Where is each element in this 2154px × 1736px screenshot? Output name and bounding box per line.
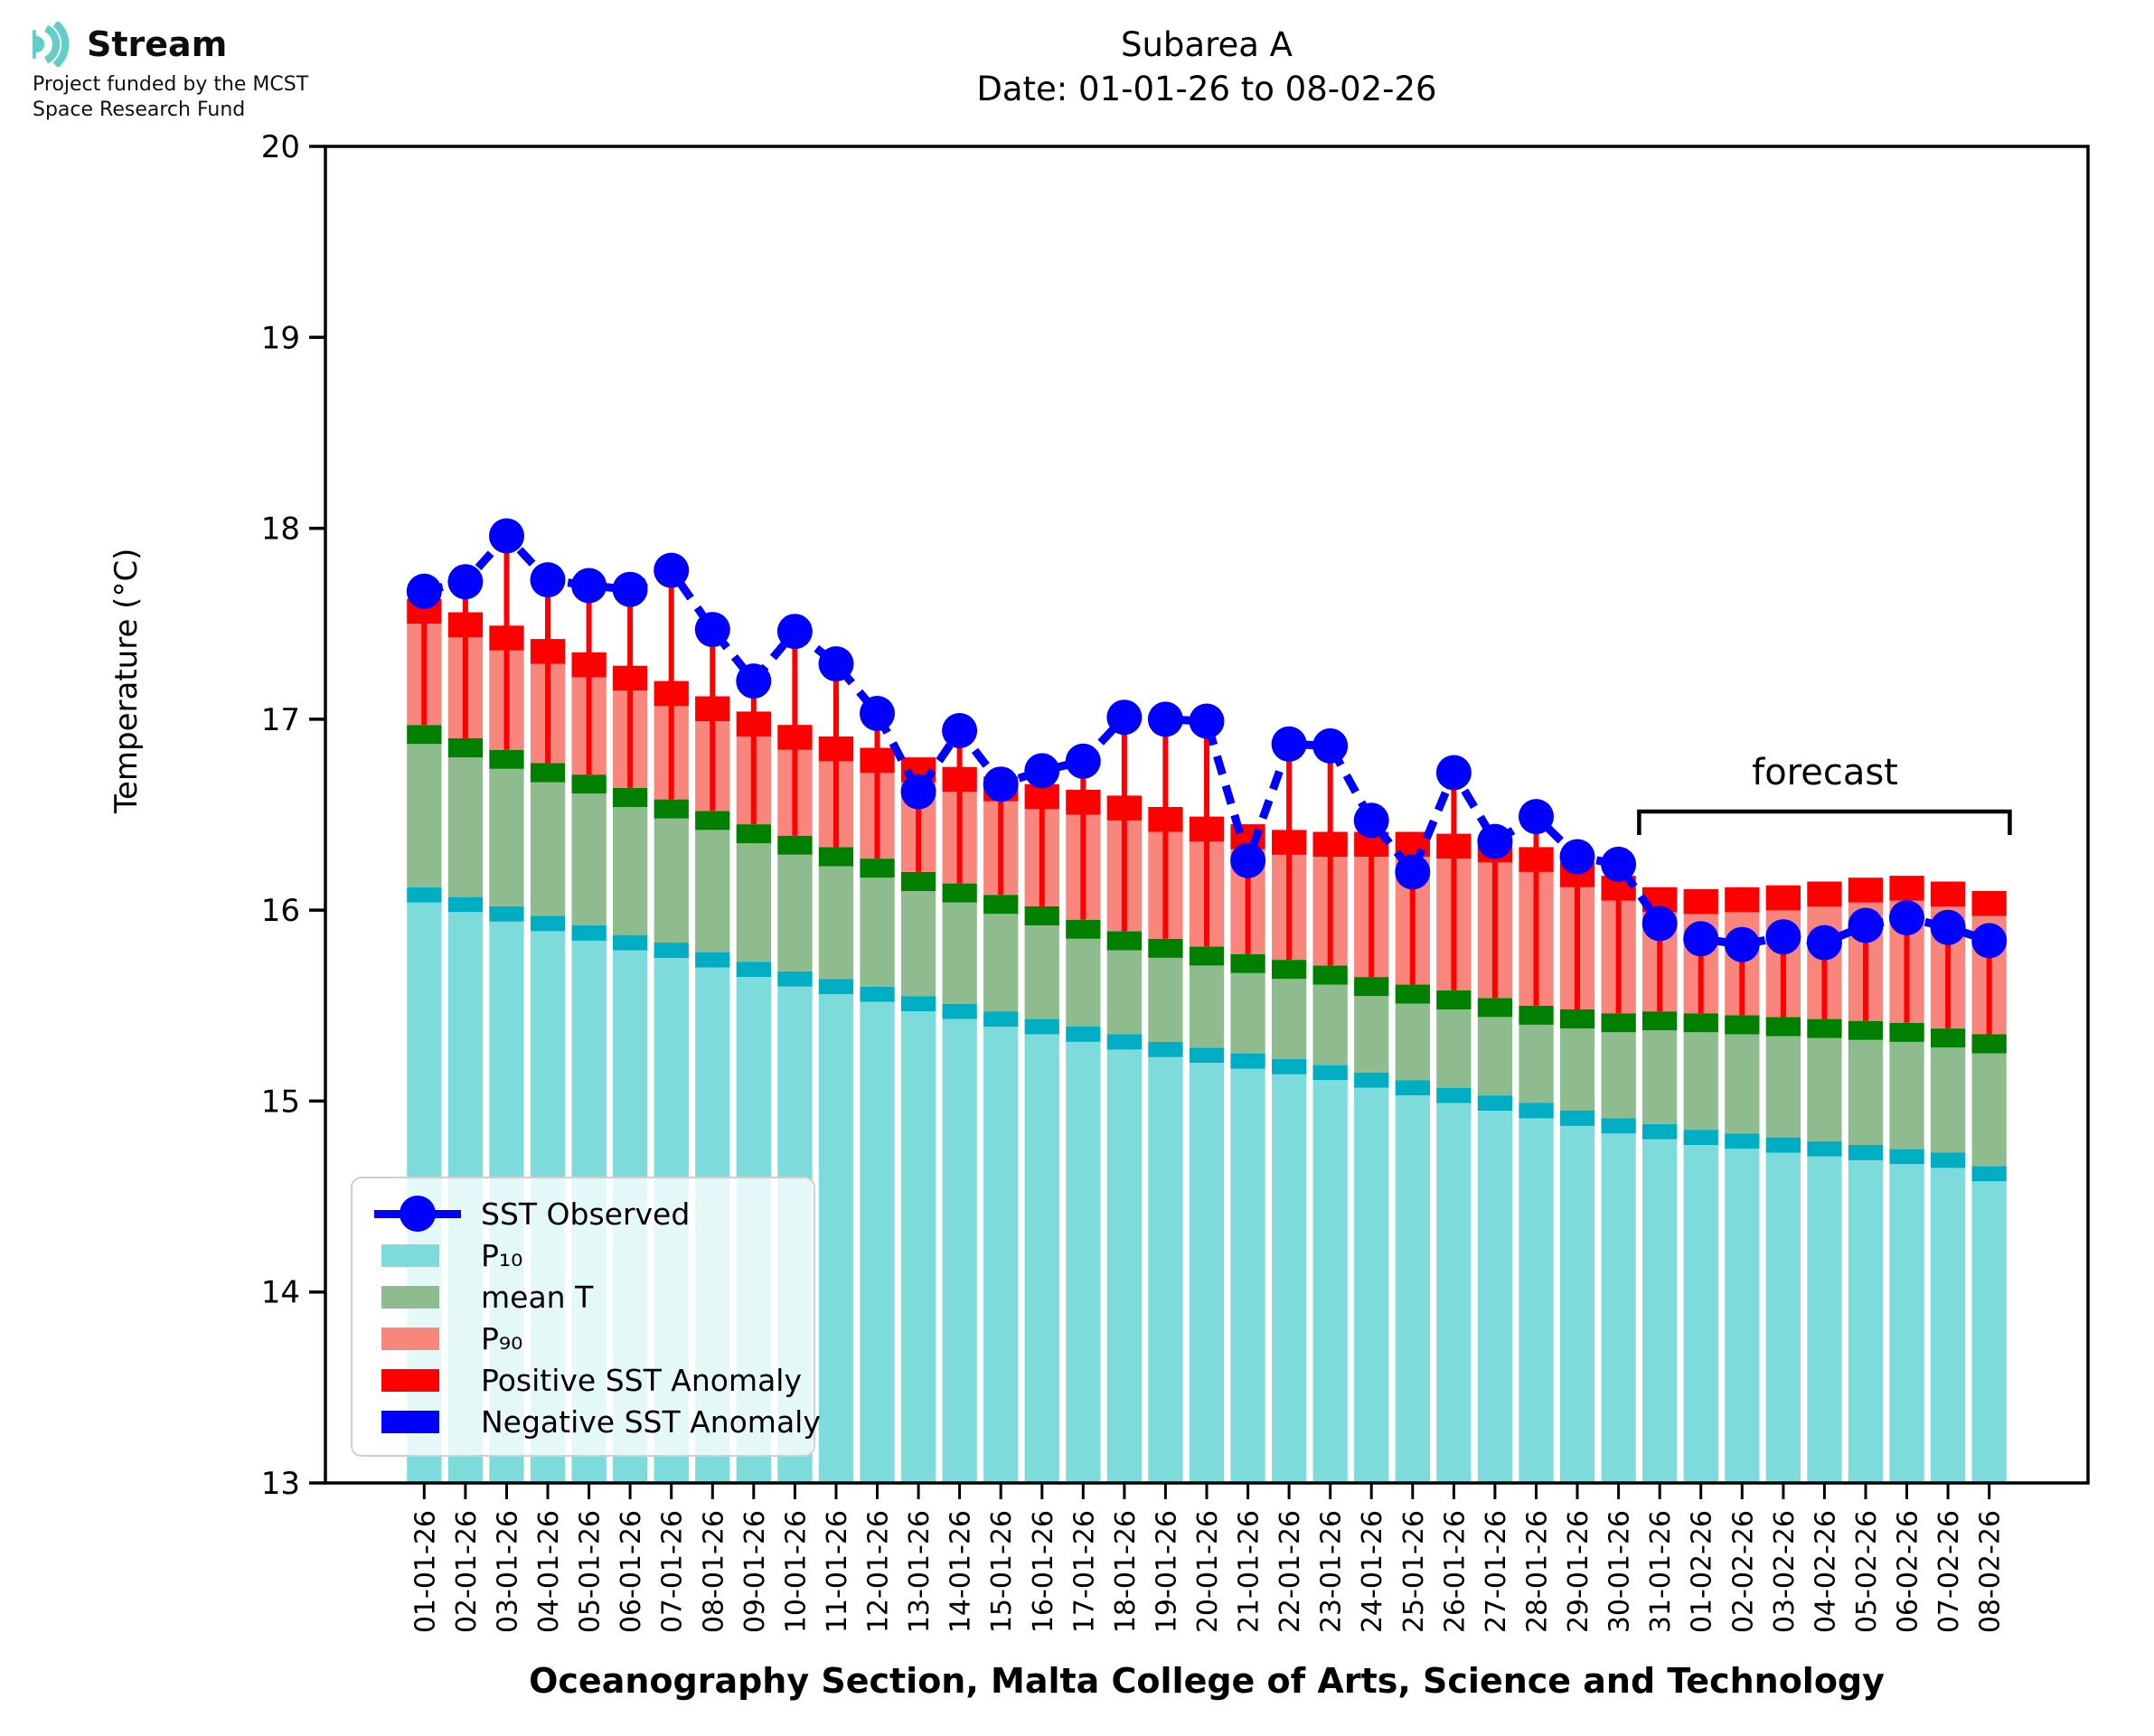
- svg-text:18: 18: [261, 511, 300, 548]
- stream-wave-icon: [33, 22, 70, 67]
- climatology-bar: [1683, 888, 1718, 1483]
- svg-text:05-01-26: 05-01-26: [575, 1510, 607, 1633]
- svg-text:14: 14: [261, 1275, 300, 1311]
- svg-text:17-01-26: 17-01-26: [1068, 1510, 1100, 1633]
- legend-item-p10: P₁₀: [374, 1234, 792, 1276]
- svg-text:30-01-26: 30-01-26: [1604, 1510, 1636, 1633]
- svg-text:07-02-26: 07-02-26: [1933, 1510, 1965, 1633]
- svg-text:09-01-26: 09-01-26: [739, 1510, 771, 1633]
- legend-item-sst-observed: SST Observed: [374, 1193, 792, 1234]
- svg-text:14-01-26: 14-01-26: [945, 1510, 977, 1633]
- svg-text:28-01-26: 28-01-26: [1522, 1510, 1554, 1633]
- svg-text:06-02-26: 06-02-26: [1893, 1510, 1924, 1633]
- svg-text:22-01-26: 22-01-26: [1275, 1510, 1306, 1633]
- legend-label: P₉₀: [481, 1320, 523, 1356]
- climatology-bar: [1066, 790, 1101, 1483]
- logo-subtitle-line2: Space Research Fund: [33, 99, 246, 122]
- legend-item-positive-anomaly: Positive SST Anomaly: [374, 1359, 802, 1401]
- chart-title: Subarea A Date: 01-01-26 to 08-02-26: [755, 23, 1659, 112]
- svg-text:19: 19: [261, 320, 300, 356]
- svg-text:13: 13: [261, 1466, 300, 1502]
- legend-item-negative-anomaly: Negative SST Anomaly: [374, 1401, 821, 1442]
- svg-text:01-02-26: 01-02-26: [1687, 1510, 1718, 1633]
- logo-subtitle-line1: Project funded by the MCST: [33, 73, 309, 96]
- brand-name: Stream: [87, 24, 228, 64]
- svg-text:19-01-26: 19-01-26: [1151, 1510, 1182, 1633]
- climatology-bar: [1272, 830, 1307, 1483]
- x-axis-label: Oceanography Section, Malta College of A…: [529, 1661, 1885, 1701]
- svg-text:29-01-26: 29-01-26: [1563, 1510, 1594, 1633]
- svg-text:18-01-26: 18-01-26: [1110, 1510, 1142, 1633]
- x-axis-ticks: 01-01-26 02-01-26 03-01-26 04-01-26 05-01-26…: [409, 1483, 2007, 1633]
- svg-text:20-01-26: 20-01-26: [1192, 1510, 1224, 1633]
- climatology-bar: [1436, 833, 1472, 1483]
- svg-text:24-01-26: 24-01-26: [1357, 1510, 1388, 1633]
- observed-line-marker: [374, 1195, 461, 1233]
- svg-text:03-02-26: 03-02-26: [1769, 1510, 1801, 1633]
- svg-text:16: 16: [261, 893, 300, 929]
- svg-text:31-01-26: 31-01-26: [1645, 1510, 1677, 1633]
- svg-text:06-01-26: 06-01-26: [616, 1510, 647, 1633]
- legend-label: Positive SST Anomaly: [481, 1362, 802, 1398]
- forecast-bracket: [1637, 809, 2012, 835]
- logo-subtitle: Project funded by the MCST Space Researc…: [33, 72, 308, 123]
- p10-swatch-icon: [381, 1244, 439, 1267]
- svg-text:04-02-26: 04-02-26: [1810, 1510, 1841, 1633]
- legend: SST Observed P₁₀ mean T P₉₀ Positive SST…: [351, 1177, 821, 1457]
- svg-text:03-01-26: 03-01-26: [493, 1510, 524, 1633]
- svg-text:01-01-26: 01-01-26: [409, 1510, 441, 1633]
- svg-text:02-01-26: 02-01-26: [451, 1510, 483, 1633]
- svg-text:15-01-26: 15-01-26: [986, 1510, 1018, 1633]
- chart-title-line2: Date: 01-01-26 to 08-02-26: [976, 69, 1437, 108]
- svg-text:12-01-26: 12-01-26: [863, 1510, 895, 1633]
- legend-label: Negative SST Anomaly: [481, 1403, 821, 1440]
- svg-text:21-01-26: 21-01-26: [1234, 1510, 1265, 1633]
- legend-item-mean-t: mean T: [374, 1276, 792, 1318]
- chart-title-line1: Subarea A: [1120, 25, 1293, 64]
- legend-label: mean T: [481, 1279, 594, 1315]
- forecast-annotation-label: forecast: [1752, 752, 1898, 793]
- svg-text:17: 17: [261, 702, 300, 738]
- svg-text:23-01-26: 23-01-26: [1316, 1510, 1348, 1633]
- svg-text:26-01-26: 26-01-26: [1439, 1510, 1471, 1633]
- svg-text:20: 20: [261, 129, 300, 165]
- legend-label: P₁₀: [481, 1237, 523, 1273]
- svg-text:08-01-26: 08-01-26: [698, 1510, 729, 1633]
- observed-dot-icon: [400, 1196, 436, 1232]
- climatology-bar: [818, 736, 854, 1483]
- svg-text:10-01-26: 10-01-26: [780, 1510, 812, 1633]
- svg-text:16-01-26: 16-01-26: [1028, 1510, 1059, 1633]
- svg-text:15: 15: [261, 1084, 300, 1120]
- climatology-bar: [1106, 795, 1142, 1483]
- svg-text:25-01-26: 25-01-26: [1398, 1510, 1430, 1633]
- observed-points: [406, 518, 2008, 962]
- legend-item-p90: P₉₀: [374, 1318, 792, 1359]
- svg-text:07-01-26: 07-01-26: [657, 1510, 689, 1633]
- svg-text:13-01-26: 13-01-26: [904, 1510, 936, 1633]
- svg-text:05-02-26: 05-02-26: [1851, 1510, 1883, 1633]
- svg-text:04-01-26: 04-01-26: [533, 1510, 565, 1633]
- climatology-bar: [1230, 824, 1265, 1483]
- climatology-bar: [860, 747, 895, 1483]
- svg-text:08-02-26: 08-02-26: [1975, 1510, 2007, 1633]
- climatology-bar: [942, 766, 977, 1483]
- stream-logo: Stream Project funded by the MCST Space …: [33, 22, 308, 123]
- svg-text:11-01-26: 11-01-26: [822, 1510, 853, 1633]
- negative-anomaly-swatch-icon: [381, 1411, 439, 1433]
- svg-text:02-02-26: 02-02-26: [1727, 1510, 1759, 1633]
- svg-text:27-01-26: 27-01-26: [1481, 1510, 1512, 1633]
- positive-anomaly-swatch-icon: [381, 1369, 439, 1392]
- y-axis-ticks: 20 19 18 17 16 15 14 13: [261, 129, 325, 1502]
- mean-t-swatch-icon: [381, 1286, 439, 1309]
- climatology-bar: [1395, 831, 1430, 1483]
- climatology-bar: [1189, 816, 1225, 1483]
- p90-swatch-icon: [381, 1328, 439, 1350]
- legend-label: SST Observed: [481, 1196, 691, 1232]
